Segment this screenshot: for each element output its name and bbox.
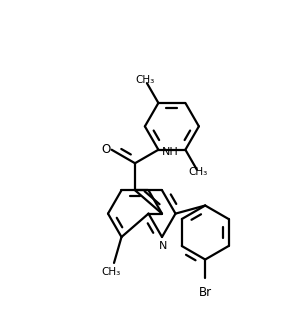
Text: N: N — [159, 241, 167, 251]
Text: Br: Br — [199, 287, 212, 299]
Text: CH₃: CH₃ — [101, 267, 121, 277]
Text: CH₃: CH₃ — [189, 167, 208, 177]
Text: NH: NH — [162, 147, 179, 157]
Text: CH₃: CH₃ — [136, 75, 155, 86]
Text: O: O — [101, 143, 110, 156]
